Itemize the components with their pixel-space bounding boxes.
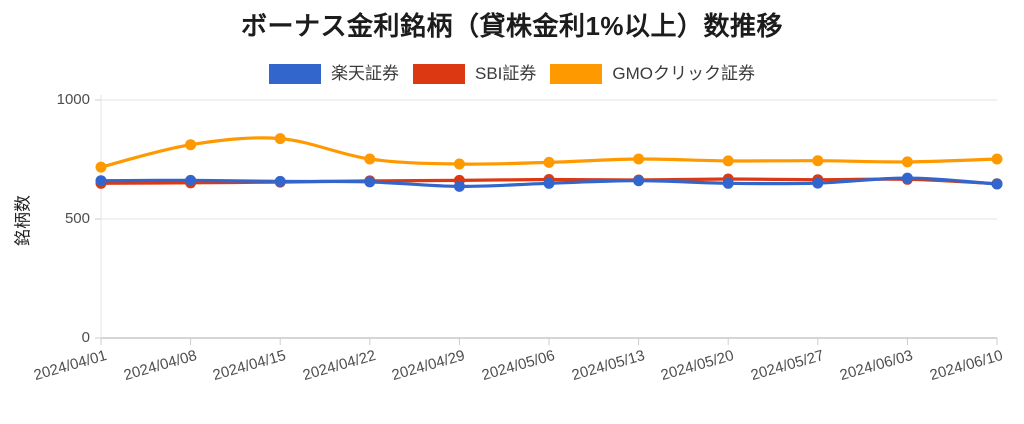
point-rakuten-2024/05/06[interactable] bbox=[543, 177, 555, 189]
point-gmo-click-2024/06/03[interactable] bbox=[901, 156, 913, 168]
y-axis-tick-label: 0 bbox=[81, 329, 90, 346]
point-gmo-click-2024/05/27[interactable] bbox=[812, 155, 824, 167]
legend-label-sbi: SBI証券 bbox=[474, 64, 537, 83]
point-gmo-click-2024/06/10[interactable] bbox=[991, 153, 1003, 165]
legend-item-gmo-click: GMOクリック証券 bbox=[550, 64, 755, 84]
x-axis-label: 2024/06/10 bbox=[800, 347, 1005, 384]
point-gmo-click-2024/04/22[interactable] bbox=[364, 153, 376, 165]
point-rakuten-2024/04/22[interactable] bbox=[364, 176, 376, 188]
legend-label-gmo-click: GMOクリック証券 bbox=[612, 64, 755, 83]
point-gmo-click-2024/04/08[interactable] bbox=[185, 139, 197, 151]
legend-swatch-rakuten bbox=[268, 64, 321, 84]
point-gmo-click-2024/04/29[interactable] bbox=[453, 158, 465, 170]
point-rakuten-2024/05/20[interactable] bbox=[722, 177, 734, 189]
point-gmo-click-2024/04/01[interactable] bbox=[95, 161, 107, 173]
point-gmo-click-2024/05/13[interactable] bbox=[633, 153, 645, 165]
point-rakuten-2024/04/01[interactable] bbox=[95, 175, 107, 187]
point-rakuten-2024/05/27[interactable] bbox=[812, 177, 824, 189]
point-rakuten-2024/04/29[interactable] bbox=[453, 180, 465, 192]
point-gmo-click-2024/05/06[interactable] bbox=[543, 156, 555, 168]
legend-item-rakuten: 楽天証券 bbox=[268, 64, 399, 84]
point-gmo-click-2024/05/20[interactable] bbox=[722, 155, 734, 167]
legend-item-sbi: SBI証券 bbox=[412, 64, 537, 84]
point-rakuten-2024/06/03[interactable] bbox=[901, 172, 913, 184]
legend-swatch-sbi bbox=[412, 64, 465, 84]
legend-label-rakuten: 楽天証券 bbox=[330, 64, 399, 83]
legend: 楽天証券 SBI証券 GMOクリック証券 bbox=[0, 64, 1024, 84]
point-rakuten-2024/04/08[interactable] bbox=[185, 174, 197, 186]
y-axis-tick-label: 500 bbox=[64, 210, 90, 227]
point-rakuten-2024/05/13[interactable] bbox=[633, 175, 645, 187]
y-axis-tick-label: 1000 bbox=[56, 91, 90, 108]
point-gmo-click-2024/04/15[interactable] bbox=[274, 133, 286, 145]
chart-title: ボーナス金利銘柄（貸株金利1%以上）数推移 bbox=[240, 11, 784, 41]
legend-swatch-gmo-click bbox=[550, 64, 603, 84]
point-rakuten-2024/06/10[interactable] bbox=[991, 178, 1003, 190]
point-rakuten-2024/04/15[interactable] bbox=[274, 175, 286, 187]
